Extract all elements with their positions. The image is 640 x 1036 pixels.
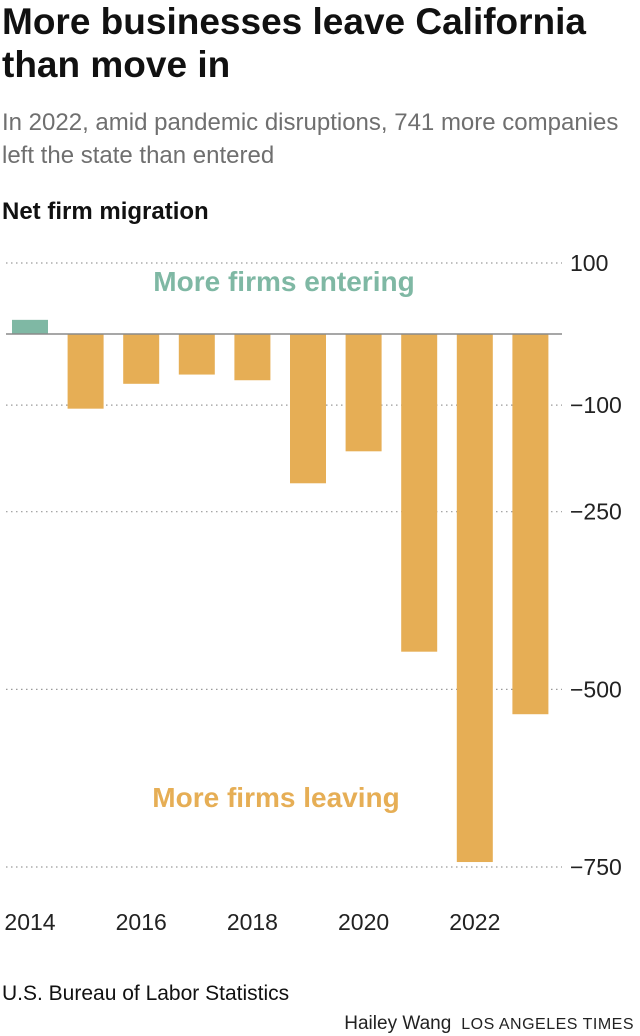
credit-line: Hailey Wang LOS ANGELES TIMES [344,1013,634,1035]
annotation-more-firms-leaving: More firms leaving [152,782,399,813]
bar-2017 [178,334,215,375]
bar-2016 [123,334,160,384]
bar-2021 [401,334,438,652]
bar-chart: 100 −100 −250 −500 −750 2014 2016 2018 2020 2022… [4,250,622,935]
bar-2018 [234,334,271,381]
y-axis-label: Net firm migration [2,198,209,225]
bar-2022 [456,334,493,863]
byline: Hailey Wang [344,1013,452,1034]
bar-2015 [67,334,104,409]
bar-2023 [512,334,549,715]
x-tick-label: 2020 [338,909,389,935]
bars [12,319,549,863]
y-tick-label: −750 [570,854,622,880]
x-tick-label: 2022 [449,909,500,935]
y-tick-label: 100 [570,250,608,276]
chart-title: More businesses leave California than mo… [2,1,587,85]
x-tick-labels: 2014 2016 2018 2020 2022 [4,909,500,935]
outlet-name: LOS ANGELES TIMES [461,1016,634,1033]
source-note: U.S. Bureau of Labor Statistics [2,982,290,1005]
y-tick-label: −500 [570,676,622,702]
y-tick-label: −250 [570,499,622,525]
x-tick-label: 2016 [116,909,167,935]
y-tick-label: −100 [570,392,622,418]
chart-subtitle: In 2022, amid pandemic disruptions, 741 … [2,109,619,169]
annotation-more-firms-entering: More firms entering [153,266,414,297]
bar-2020 [345,334,382,452]
bar-2019 [290,334,326,484]
x-tick-label: 2014 [4,909,55,935]
x-tick-label: 2018 [227,909,278,935]
bar-2014 [12,319,48,335]
y-tick-labels: 100 −100 −250 −500 −750 [570,250,622,880]
